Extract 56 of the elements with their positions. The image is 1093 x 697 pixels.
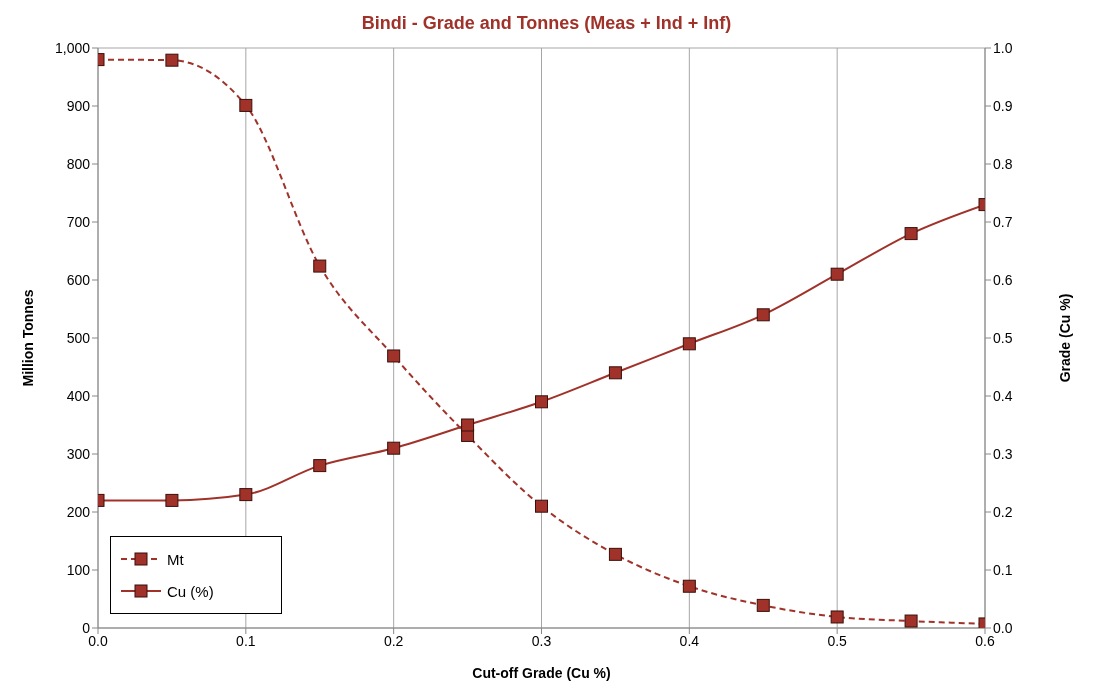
y-tick-label: 1,000 <box>54 39 91 56</box>
y-tick-label: 500 <box>66 329 91 346</box>
y2-tick-label: 0.2 <box>993 503 1013 520</box>
y2-tick-label: 0.1 <box>993 561 1013 578</box>
point <box>756 598 770 612</box>
y-tick-label: 900 <box>66 97 91 114</box>
y-tick-label: 100 <box>66 561 91 578</box>
x-tick-label: 0.2 <box>383 632 404 649</box>
y-tick-label: 400 <box>66 387 91 404</box>
y-axis-title: Million Tonnes <box>19 289 36 387</box>
point <box>535 395 548 409</box>
x-tick-label: 0.1 <box>236 632 256 649</box>
point <box>239 488 253 502</box>
y2-tick-label: 0.0 <box>993 619 1013 636</box>
x-tick-label: 0.0 <box>88 632 108 649</box>
point <box>387 349 401 363</box>
point <box>313 459 327 473</box>
x-tick-label: 0.6 <box>975 632 995 649</box>
legend-label: Cu (%) <box>167 582 214 600</box>
legend-label: Mt <box>167 550 184 568</box>
y2-tick-label: 0.4 <box>993 387 1013 404</box>
x-tick-label: 0.4 <box>679 632 700 649</box>
point <box>682 337 696 351</box>
x-tick-label: 0.3 <box>531 632 552 649</box>
point <box>756 308 770 322</box>
point <box>608 547 622 561</box>
point <box>165 53 179 67</box>
x-tick-label: 0.5 <box>827 632 848 649</box>
y-tick-label: 0 <box>82 619 91 636</box>
point <box>313 259 327 273</box>
chart-title: Bindi - Grade and Tonnes (Meas + Ind + Inf) <box>360 12 733 35</box>
point <box>387 441 401 455</box>
y-tick-label: 800 <box>66 155 91 172</box>
y-tick-label: 600 <box>66 271 91 288</box>
point <box>682 579 696 593</box>
y2-axis-title: Grade (Cu %) <box>1056 293 1073 383</box>
x-axis-title: Cut-off Grade (Cu %) <box>472 665 611 681</box>
y-tick-label: 700 <box>66 213 91 230</box>
point <box>608 366 622 380</box>
y2-tick-label: 0.9 <box>993 97 1013 114</box>
y2-tick-label: 0.5 <box>993 329 1013 346</box>
y2-tick-label: 0.8 <box>993 155 1013 172</box>
y2-tick-label: 0.7 <box>993 213 1013 230</box>
point <box>830 267 844 281</box>
y2-tick-label: 0.3 <box>993 445 1013 462</box>
point <box>165 493 179 507</box>
point <box>904 227 918 241</box>
point <box>461 418 475 432</box>
y2-tick-label: 0.6 <box>993 271 1013 288</box>
point <box>239 98 253 112</box>
point <box>535 499 548 513</box>
y2-tick-label: 1.0 <box>993 39 1013 56</box>
point <box>904 614 918 628</box>
point <box>830 610 844 624</box>
y-tick-label: 300 <box>66 445 91 462</box>
y-tick-label: 200 <box>66 503 91 520</box>
